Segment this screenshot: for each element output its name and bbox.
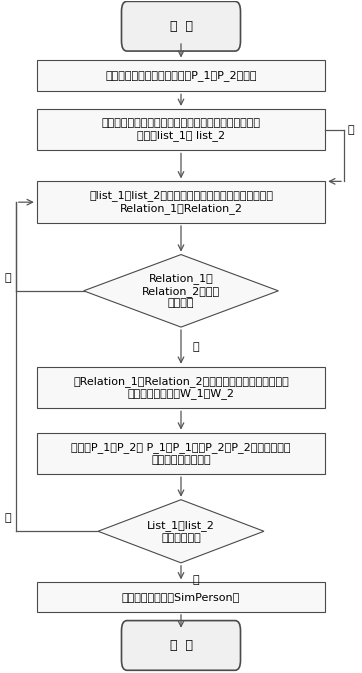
Text: 结  束: 结 束 [169, 639, 193, 652]
Polygon shape [98, 499, 264, 563]
Text: 计算从P_1到P_2， P_1到P_1以及P_2到P_2的关系路径权
重，并分别累加求和: 计算从P_1到P_2， P_1到P_1以及P_2到P_2的关系路径权 重，并分别… [71, 442, 291, 464]
Text: 计算该关系之下的SimPerson值: 计算该关系之下的SimPerson值 [122, 592, 240, 602]
Bar [37, 367, 325, 409]
Text: 从图数据库读取两个人物对象P_1和P_2的信息: 从图数据库读取两个人物对象P_1和P_2的信息 [105, 71, 257, 81]
Text: 选定一种关系，读取人物对象的关系信息，分别建立关
系队列list_1， list_2: 选定一种关系，读取人物对象的关系信息，分别建立关 系队列list_1， list… [101, 118, 261, 141]
Text: 开  始: 开 始 [169, 20, 193, 33]
Text: 否: 否 [348, 125, 354, 135]
Bar [37, 109, 325, 151]
Text: 从Relation_1和Relation_2中读取时间属性，再根据时间
属性计算时态权重W_1和W_2: 从Relation_1和Relation_2中读取时间属性，再根据时间 属性计算… [73, 376, 289, 399]
Bar [37, 582, 325, 612]
Text: 否: 否 [5, 273, 12, 283]
Polygon shape [84, 254, 278, 327]
Text: 否: 否 [5, 513, 12, 523]
Bar [37, 433, 325, 474]
FancyBboxPatch shape [122, 621, 240, 670]
Text: 是: 是 [192, 342, 199, 352]
Text: List_1和list_2
遍历是否完成: List_1和list_2 遍历是否完成 [147, 520, 215, 542]
Text: 对list_1和list_2进行遍历，每次分别读取一项关系信息
Relation_1和Relation_2: 对list_1和list_2进行遍历，每次分别读取一项关系信息 Relation… [89, 190, 273, 214]
Text: Relation_1和
Relation_2的终点
是否相同: Relation_1和 Relation_2的终点 是否相同 [142, 273, 220, 308]
Bar [37, 61, 325, 92]
Bar [37, 181, 325, 223]
FancyBboxPatch shape [122, 1, 240, 51]
Text: 是: 是 [192, 575, 199, 585]
